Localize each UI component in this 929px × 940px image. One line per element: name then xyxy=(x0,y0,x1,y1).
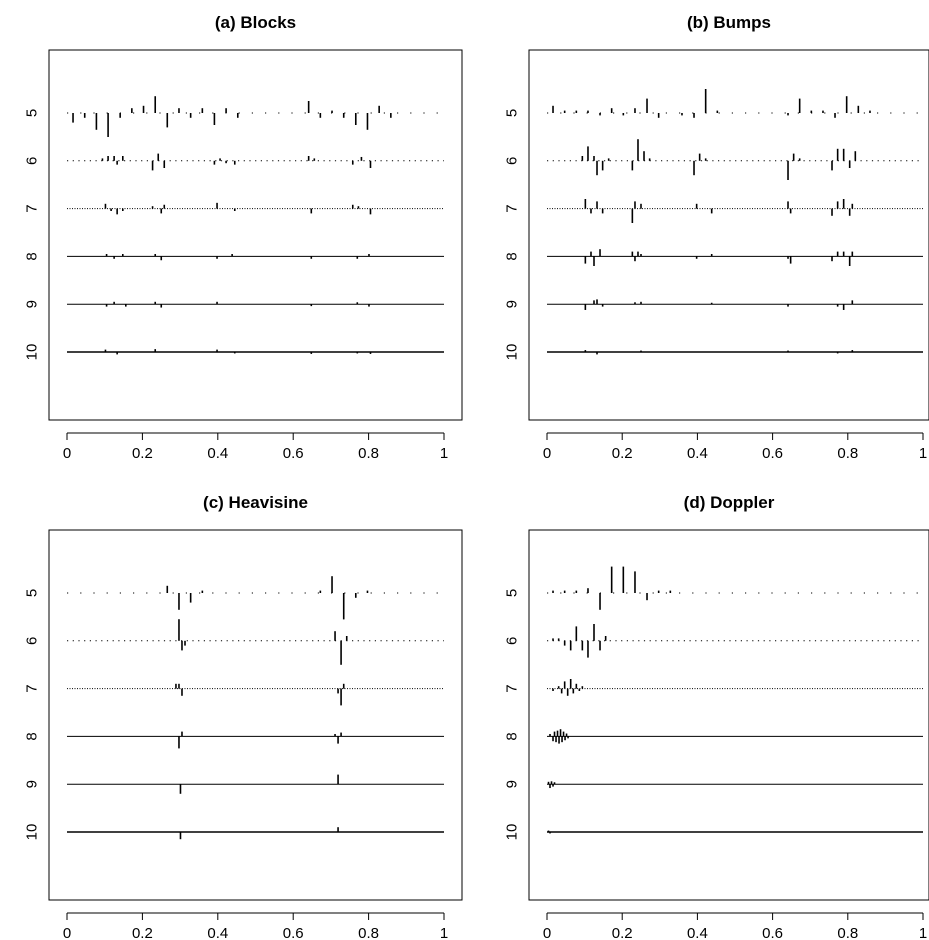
y-tick-label: 8 xyxy=(24,252,41,260)
x-tick-label: 0 xyxy=(543,925,551,940)
y-tick-label: 9 xyxy=(504,300,521,308)
y-tick-label: 9 xyxy=(504,780,521,788)
y-tick-label: 9 xyxy=(24,300,41,308)
y-tick-label: 6 xyxy=(504,157,521,165)
y-tick-label: 10 xyxy=(24,824,41,841)
x-tick-label: 0.6 xyxy=(762,445,783,462)
y-tick-label: 5 xyxy=(504,589,521,597)
x-tick-label: 1 xyxy=(440,445,448,462)
x-tick-label: 0.2 xyxy=(132,925,153,940)
y-tick-label: 6 xyxy=(24,157,41,165)
y-tick-label: 5 xyxy=(24,109,41,117)
y-tick-label: 7 xyxy=(24,204,41,212)
y-tick-label: 8 xyxy=(504,252,521,260)
panel-title: (b) Bumps xyxy=(687,13,771,32)
y-tick-label: 5 xyxy=(504,109,521,117)
x-tick-label: 0.6 xyxy=(762,925,783,940)
x-tick-label: 0.4 xyxy=(687,925,708,940)
x-tick-label: 0.4 xyxy=(207,445,228,462)
x-tick-label: 1 xyxy=(919,925,927,940)
x-tick-label: 1 xyxy=(440,925,448,940)
panel-title: (d) Doppler xyxy=(684,493,775,512)
x-tick-label: 0.6 xyxy=(283,925,304,940)
x-tick-label: 0.4 xyxy=(207,925,228,940)
y-tick-label: 9 xyxy=(24,780,41,788)
plot-frame xyxy=(528,529,929,901)
x-tick-label: 0.2 xyxy=(132,445,153,462)
y-tick-label: 7 xyxy=(24,684,41,692)
x-tick-label: 0 xyxy=(63,445,71,462)
y-tick-label: 10 xyxy=(24,344,41,361)
y-tick-label: 10 xyxy=(504,344,521,361)
x-tick-label: 1 xyxy=(919,445,927,462)
x-tick-label: 0.6 xyxy=(283,445,304,462)
panel-title: (c) Heavisine xyxy=(203,493,308,512)
plot-frame xyxy=(48,529,463,901)
x-tick-label: 0.8 xyxy=(358,925,379,940)
x-tick-label: 0.2 xyxy=(612,445,633,462)
x-tick-label: 0.4 xyxy=(687,445,708,462)
x-tick-label: 0 xyxy=(543,445,551,462)
x-tick-label: 0 xyxy=(63,925,71,940)
plot-frame xyxy=(528,49,929,421)
y-tick-label: 8 xyxy=(504,732,521,740)
y-tick-label: 6 xyxy=(504,637,521,645)
y-tick-label: 6 xyxy=(24,637,41,645)
y-tick-label: 5 xyxy=(24,589,41,597)
x-tick-label: 0.8 xyxy=(837,925,858,940)
x-tick-label: 0.2 xyxy=(612,925,633,940)
y-tick-label: 7 xyxy=(504,204,521,212)
y-tick-label: 8 xyxy=(24,732,41,740)
y-tick-label: 10 xyxy=(504,824,521,841)
x-tick-label: 0.8 xyxy=(837,445,858,462)
plot-frame xyxy=(48,49,463,421)
x-tick-label: 0.8 xyxy=(358,445,379,462)
panel-title: (a) Blocks xyxy=(215,13,296,32)
y-tick-label: 7 xyxy=(504,684,521,692)
